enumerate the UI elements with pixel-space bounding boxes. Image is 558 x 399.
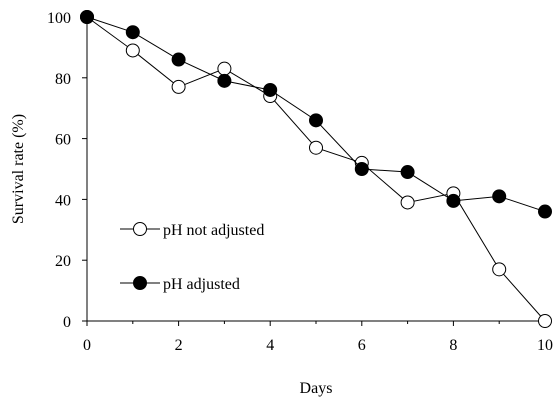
legend-item: pH not adjusted (120, 222, 264, 239)
open-circle-point (171, 79, 186, 94)
y-axis-title: Survival rate (%) (10, 114, 27, 224)
y-tick-label: 60 (55, 132, 71, 149)
open-circle-point (492, 262, 507, 277)
series-1 (80, 10, 552, 328)
legend: pH not adjusted pH adjusted (120, 222, 264, 293)
y-tick-label: 100 (47, 10, 71, 27)
x-tick-label: 6 (358, 337, 366, 354)
y-ticks: 0 20 40 60 80 100 (47, 10, 87, 331)
x-axis-title: Days (300, 380, 333, 397)
filled-circle-point (446, 193, 461, 208)
legend-label: pH adjusted (163, 276, 240, 293)
filled-circle-point (354, 162, 369, 176)
x-tick-label: 2 (175, 337, 183, 354)
filled-circle-point (80, 10, 94, 24)
series-line (86, 16, 546, 322)
y-tick-label: 0 (63, 314, 71, 331)
x-ticks: 0 2 4 6 8 10 (83, 321, 553, 354)
open-circle-point (125, 43, 140, 58)
open-circle-point (538, 314, 552, 328)
y-tick-label: 20 (55, 253, 71, 270)
legend-open-circle-marker (133, 222, 147, 236)
open-circle-point (400, 195, 415, 210)
filled-circle-point (125, 25, 140, 40)
filled-circle-point (538, 204, 552, 219)
filled-circle-point (400, 165, 415, 180)
legend-filled-circle-marker (133, 276, 147, 290)
y-tick-label: 40 (55, 192, 71, 209)
filled-circle-point (309, 113, 323, 128)
x-tick-label: 4 (266, 337, 274, 354)
filled-circle-point (171, 52, 186, 67)
filled-circle-point (217, 73, 232, 88)
axes (86, 17, 545, 322)
filled-circle-point (263, 82, 278, 97)
y-tick-label: 80 (55, 71, 71, 88)
x-tick-label: 10 (537, 337, 553, 354)
filled-circle-point (492, 189, 507, 204)
x-tick-label: 0 (83, 337, 91, 354)
legend-item: pH adjusted (120, 276, 240, 293)
x-tick-label: 8 (449, 337, 457, 354)
open-circle-point (217, 61, 232, 76)
legend-label: pH not adjusted (163, 222, 264, 239)
open-circle-point (309, 140, 323, 155)
series-2 (80, 10, 552, 219)
series-layer (80, 10, 552, 328)
